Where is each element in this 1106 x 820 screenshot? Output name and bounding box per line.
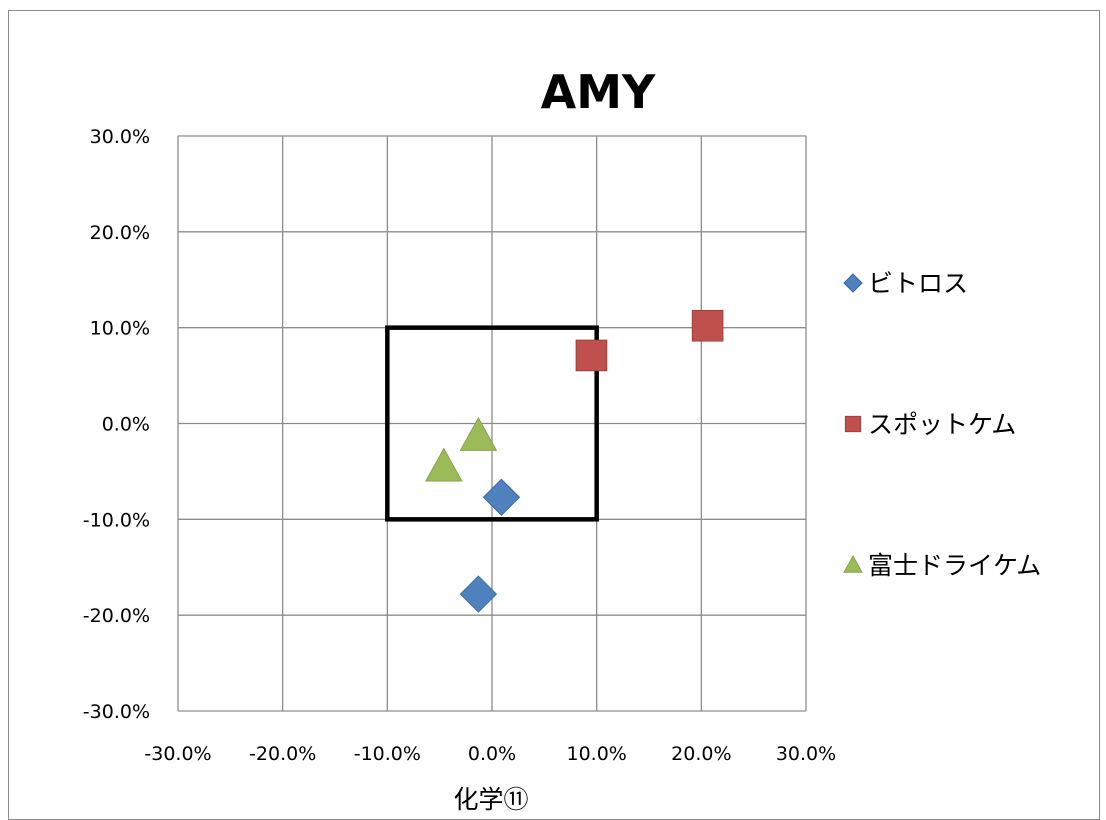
data-point-diamond bbox=[482, 478, 521, 516]
x-tick-label: -20.0% bbox=[249, 743, 316, 765]
legend-label: ビトロス bbox=[868, 269, 968, 298]
chart-title: AMY bbox=[541, 65, 656, 119]
legend-label: スポットケム bbox=[868, 410, 1016, 439]
y-tick-label: 10.0% bbox=[90, 318, 150, 340]
y-tick-label: -20.0% bbox=[83, 605, 150, 627]
data-point-square bbox=[575, 339, 608, 372]
y-tick-label: 20.0% bbox=[90, 222, 150, 244]
x-tick-label: -10.0% bbox=[354, 743, 421, 765]
grid-lines bbox=[177, 135, 807, 712]
legend-marker-triangle bbox=[843, 554, 863, 573]
data-point-square bbox=[691, 309, 724, 342]
legend-marker-square bbox=[844, 415, 862, 433]
x-tick-label: 10.0% bbox=[566, 743, 626, 765]
tolerance-box bbox=[385, 325, 599, 522]
tick-labels: -30.0% -20.0% -10.0% 0.0% 10.0% 20.0% 30.0% -30… bbox=[83, 126, 836, 765]
x-tick-label: 30.0% bbox=[776, 743, 836, 765]
x-tick-label: -30.0% bbox=[144, 743, 211, 765]
x-axis-label: 化学⑪ bbox=[453, 785, 528, 814]
data-points bbox=[425, 309, 724, 613]
tolerance-rectangle bbox=[385, 325, 599, 522]
chart-frame bbox=[8, 10, 1100, 820]
data-point-triangle bbox=[459, 416, 498, 451]
x-tick-label: 20.0% bbox=[671, 743, 731, 765]
legend-label: 富士ドライケム bbox=[868, 551, 1041, 580]
y-tick-label: -10.0% bbox=[83, 509, 150, 531]
data-point-diamond bbox=[459, 575, 498, 613]
data-point-triangle bbox=[425, 447, 463, 482]
y-tick-label: -30.0% bbox=[83, 701, 150, 723]
x-tick-label: 0.0% bbox=[468, 743, 516, 765]
y-tick-label: 0.0% bbox=[102, 414, 150, 436]
legend-marker-diamond bbox=[843, 273, 863, 293]
y-tick-label: 30.0% bbox=[90, 126, 150, 148]
